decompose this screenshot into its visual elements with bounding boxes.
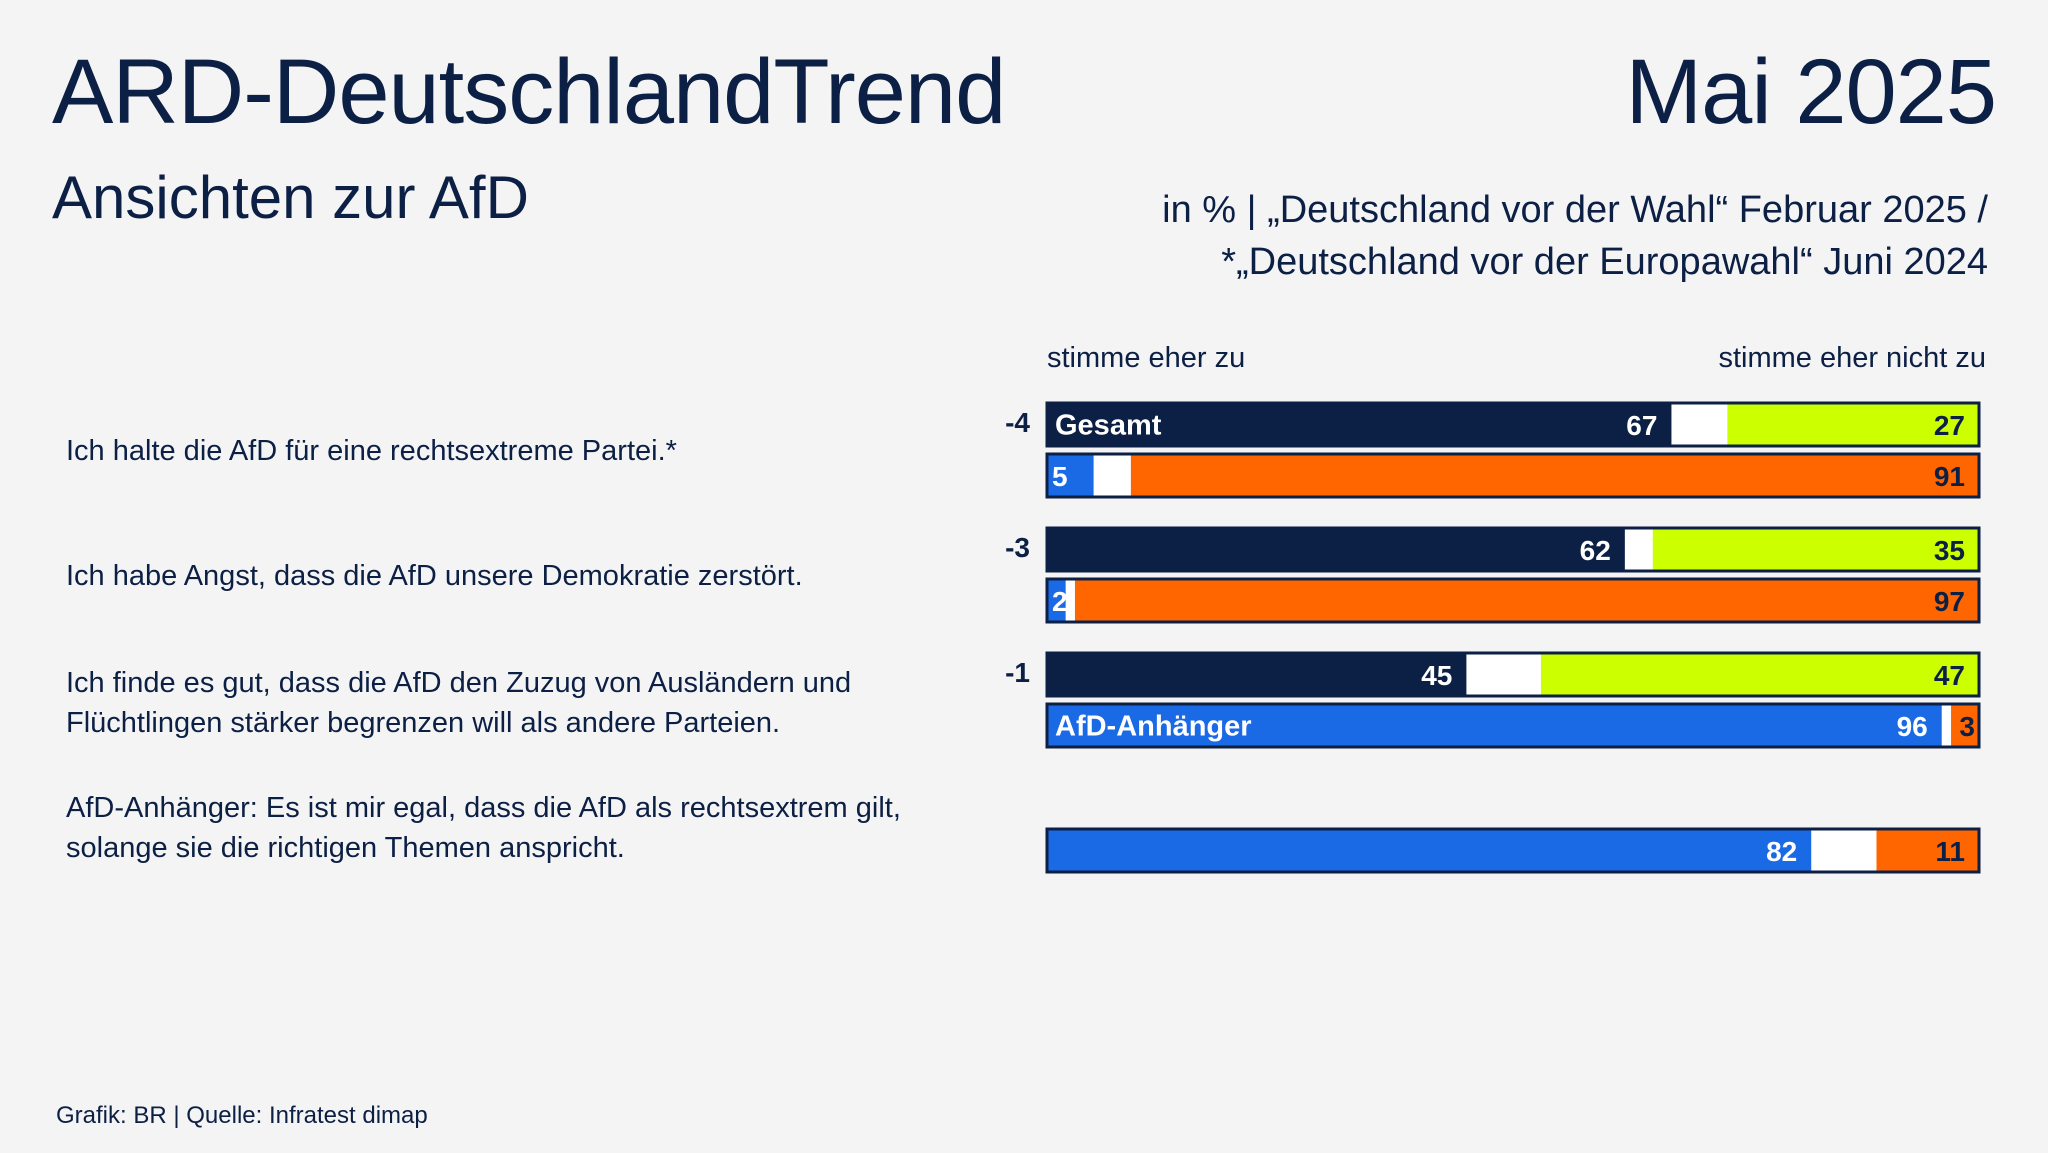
statement-1-gesamt-label-nicht-zu: 27 (1934, 410, 1965, 441)
chart-title: ARD-DeutschlandTrend (52, 41, 1006, 143)
statement-2-afd-label-nicht-zu: 97 (1934, 586, 1965, 617)
statement-4-afd-bar-nicht-zu (1876, 829, 1979, 872)
statement-1-gesamt-bar-zu (1047, 403, 1672, 446)
statement-1-afd-bar-nicht-zu (1130, 454, 1979, 497)
statement-2-gesamt-outline (1045, 526, 1981, 573)
statement-1: Ich halte die AfD für eine rechtsextreme… (66, 435, 677, 467)
statement-4-afd-label-zu: 82 (1766, 836, 1797, 867)
statement-2-change-label: -3 (1005, 532, 1030, 563)
statement-2-gesamt-bar-zu (1047, 528, 1625, 571)
statement-1-change-label: -4 (1005, 407, 1030, 438)
statement-3-afd-label-nicht-zu: 3 (1959, 711, 1975, 742)
statement-2-afd-label-zu: 2 (1052, 586, 1068, 617)
statement-2-afd-outline (1045, 577, 1981, 624)
statement-3-gesamt-outline (1045, 651, 1981, 698)
statement-2-gesamt-label-nicht-zu: 35 (1934, 535, 1965, 566)
statement-3-afd-outline (1045, 702, 1981, 749)
statement-1-gesamt-bar-nicht-zu (1727, 403, 1979, 446)
statement-4: AfD-Anhänger: Es ist mir egal, dass die … (66, 792, 901, 864)
statement-1-gesamt-series-label: Gesamt (1055, 410, 1162, 442)
statement-1-gesamt-outline (1045, 401, 1981, 448)
statement-3-afd-bar-nicht-zu (1951, 704, 1979, 747)
statement-4-afd-outline (1045, 827, 1981, 874)
note-line-2: *„Deutschland vor der Europawahl“ Juni 2… (1221, 241, 1988, 283)
statement-2-gesamt-label-zu: 62 (1580, 535, 1611, 566)
chart-note: in % | „Deutschland vor der Wahl“ Februa… (1162, 184, 1988, 288)
statement-1-afd-bar-zu (1047, 454, 1094, 497)
statement-3-afd-label-zu: 96 (1897, 711, 1928, 742)
statement-2-gesamt-bar-nicht-zu (1652, 528, 1979, 571)
statement-2-afd-bar-zu (1047, 579, 1066, 622)
statement-3-gesamt-label-zu: 45 (1421, 660, 1452, 691)
statement-3-change-label: -1 (1005, 657, 1030, 688)
statement-3-gesamt-label-nicht-zu: 47 (1934, 660, 1965, 691)
axis-label-disagree: stimme eher nicht zu (1718, 342, 1986, 374)
statement-3-gesamt-bar-nicht-zu (1540, 653, 1979, 696)
chart-subtitle: Ansichten zur AfD (52, 164, 529, 231)
footer-source: Grafik: BR | Quelle: Infratest dimap (56, 1102, 428, 1129)
chart-date: Mai 2025 (1625, 41, 1997, 143)
statement-1-afd-label-zu: 5 (1052, 461, 1068, 492)
axis-label-agree: stimme eher zu (1047, 342, 1246, 374)
statement-1-gesamt-label-zu: 67 (1626, 410, 1657, 441)
statement-3: Ich finde es gut, dass die AfD den Zuzug… (66, 667, 852, 739)
statement-1-afd-label-nicht-zu: 91 (1934, 461, 1965, 492)
statement-2: Ich habe Angst, dass die AfD unsere Demo… (66, 560, 803, 592)
statement-4-afd-bar-zu (1047, 829, 1812, 872)
statement-3-afd-bar-zu (1047, 704, 1942, 747)
statement-3-afd-series-label: AfD-Anhänger (1055, 711, 1252, 743)
note-line-1: in % | „Deutschland vor der Wahl“ Februa… (1162, 189, 1988, 231)
statement-2-afd-bar-nicht-zu (1074, 579, 1979, 622)
statement-4-afd-label-nicht-zu: 11 (1935, 836, 1965, 867)
statement-3-gesamt-bar-zu (1047, 653, 1467, 696)
statement-1-afd-outline (1045, 452, 1981, 499)
